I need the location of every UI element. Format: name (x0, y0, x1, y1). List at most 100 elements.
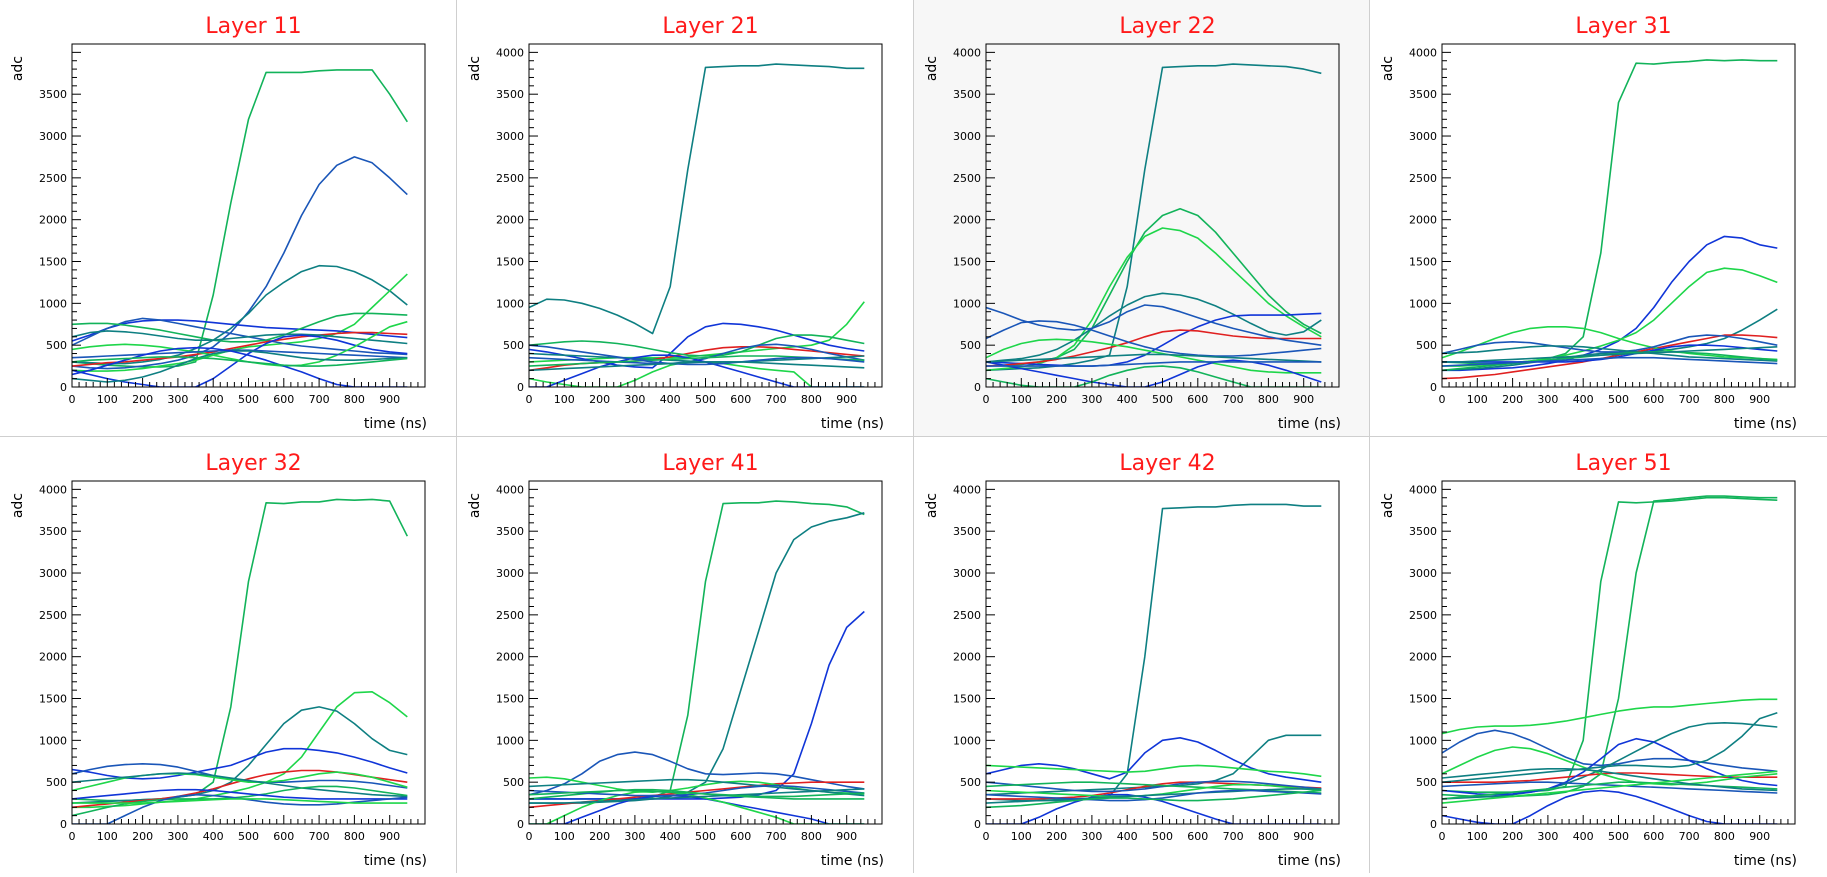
series-line (1442, 308, 1778, 372)
series-line (528, 789, 865, 797)
x-tick-label: 200 (132, 393, 153, 406)
chart-pad: Layer 41 adc time (ns) 0 100 200 300 400 500 600 7… (456, 436, 914, 873)
y-axis-label: adc (924, 493, 940, 518)
series-line (1442, 346, 1778, 363)
series-line (985, 359, 1322, 387)
y-tick-label: 1500 (496, 692, 524, 705)
x-tick-label: 0 (1439, 393, 1446, 406)
x-tick-label: 500 (695, 393, 716, 406)
y-tick-label: 500 (46, 339, 67, 352)
y-tick-label: 3500 (1409, 525, 1437, 538)
chart-title: Layer 42 (1119, 451, 1215, 476)
series-line (528, 63, 865, 335)
series-line (528, 344, 865, 366)
y-tick-label: 2500 (1409, 172, 1437, 185)
series-line (528, 750, 865, 795)
y-tick-label: 2000 (39, 214, 67, 227)
series-line (72, 331, 408, 367)
x-tick-label: 900 (1293, 830, 1314, 843)
y-tick-label: 3500 (39, 88, 67, 101)
series-line (528, 610, 865, 800)
x-tick-label: 700 (1222, 393, 1243, 406)
series-line (985, 361, 1321, 367)
y-tick-label: 2000 (1409, 650, 1437, 663)
x-axis-label: time (ns) (364, 853, 427, 869)
series-line (1442, 496, 1778, 793)
series-line (1442, 235, 1778, 372)
series-line (985, 63, 1321, 372)
x-tick-label: 300 (1538, 393, 1559, 406)
series-line (1442, 789, 1778, 824)
y-tick-label: 1000 (1409, 734, 1437, 747)
y-tick-label: 1500 (496, 256, 524, 269)
y-tick-label: 2500 (496, 608, 524, 621)
y-tick-label: 3500 (39, 525, 67, 538)
x-axis-label: time (ns) (1277, 853, 1340, 869)
y-tick-label: 3000 (1409, 567, 1437, 580)
chart-svg: Layer 21 adc time (ns) 0 100 200 300 400 500 600 7… (467, 14, 884, 432)
series-line (1442, 356, 1778, 367)
y-tick-label: 2500 (39, 608, 67, 621)
y-tick-label: 1500 (1409, 692, 1437, 705)
y-tick-label: 1000 (1409, 297, 1437, 310)
x-tick-label: 500 (238, 393, 259, 406)
y-tick-label: 3000 (39, 130, 67, 143)
series-line (985, 227, 1322, 372)
series-line (1442, 780, 1778, 794)
y-tick-label: 2000 (953, 214, 981, 227)
x-tick-label: 600 (1644, 830, 1665, 843)
y-tick-label: 2000 (496, 214, 524, 227)
y-axis-label: adc (1380, 56, 1396, 81)
y-tick-label: 3500 (953, 88, 981, 101)
series-line (72, 771, 408, 797)
x-tick-label: 400 (203, 393, 224, 406)
y-tick-label: 500 (46, 776, 67, 789)
x-tick-label: 800 (344, 830, 365, 843)
series-group (528, 499, 865, 824)
y-tick-label: 3500 (496, 525, 524, 538)
x-tick-label: 800 (1257, 830, 1278, 843)
series-line (72, 317, 408, 356)
series-line (985, 329, 1321, 367)
y-axis-label: adc (10, 56, 26, 81)
series-group (985, 503, 1321, 824)
chart-title: Layer 41 (662, 451, 758, 476)
series-line (1442, 767, 1778, 791)
y-tick-label: 3000 (1409, 130, 1437, 143)
y-axis-label: adc (467, 56, 483, 81)
series-line (528, 778, 865, 796)
plot-frame (71, 480, 426, 824)
x-tick-label: 600 (730, 830, 751, 843)
x-tick-label: 500 (1152, 830, 1173, 843)
series-line (985, 292, 1322, 363)
chart-pad: Layer 31 adc time (ns) 0 100 200 300 400 500 600 7… (1370, 0, 1827, 437)
x-tick-label: 400 (659, 393, 680, 406)
y-tick-label: 2000 (496, 650, 524, 663)
y-tick-label: 0 (60, 818, 67, 831)
x-tick-label: 200 (132, 830, 153, 843)
x-tick-label: 500 (695, 830, 716, 843)
x-tick-label: 700 (309, 830, 330, 843)
series-line (985, 304, 1321, 346)
x-tick-label: 200 (1046, 830, 1067, 843)
x-tick-label: 900 (836, 830, 857, 843)
series-line (1442, 770, 1778, 804)
x-tick-label: 700 (309, 393, 330, 406)
x-tick-label: 100 (554, 830, 575, 843)
y-tick-label: 500 (960, 776, 981, 789)
x-tick-label: 600 (730, 393, 751, 406)
y-tick-label: 4000 (496, 483, 524, 496)
x-tick-label: 100 (1010, 393, 1031, 406)
series-line (1442, 745, 1778, 786)
y-tick-label: 1500 (953, 256, 981, 269)
x-tick-label: 900 (1749, 830, 1770, 843)
x-tick-label: 200 (589, 393, 610, 406)
series-line (528, 794, 865, 824)
y-tick-label: 2000 (1409, 214, 1437, 227)
chart-title: Layer 11 (205, 14, 301, 39)
chart-title: Layer 32 (205, 451, 301, 476)
series-line (72, 330, 408, 345)
y-tick-label: 1000 (496, 297, 524, 310)
plot-frame (528, 43, 883, 388)
